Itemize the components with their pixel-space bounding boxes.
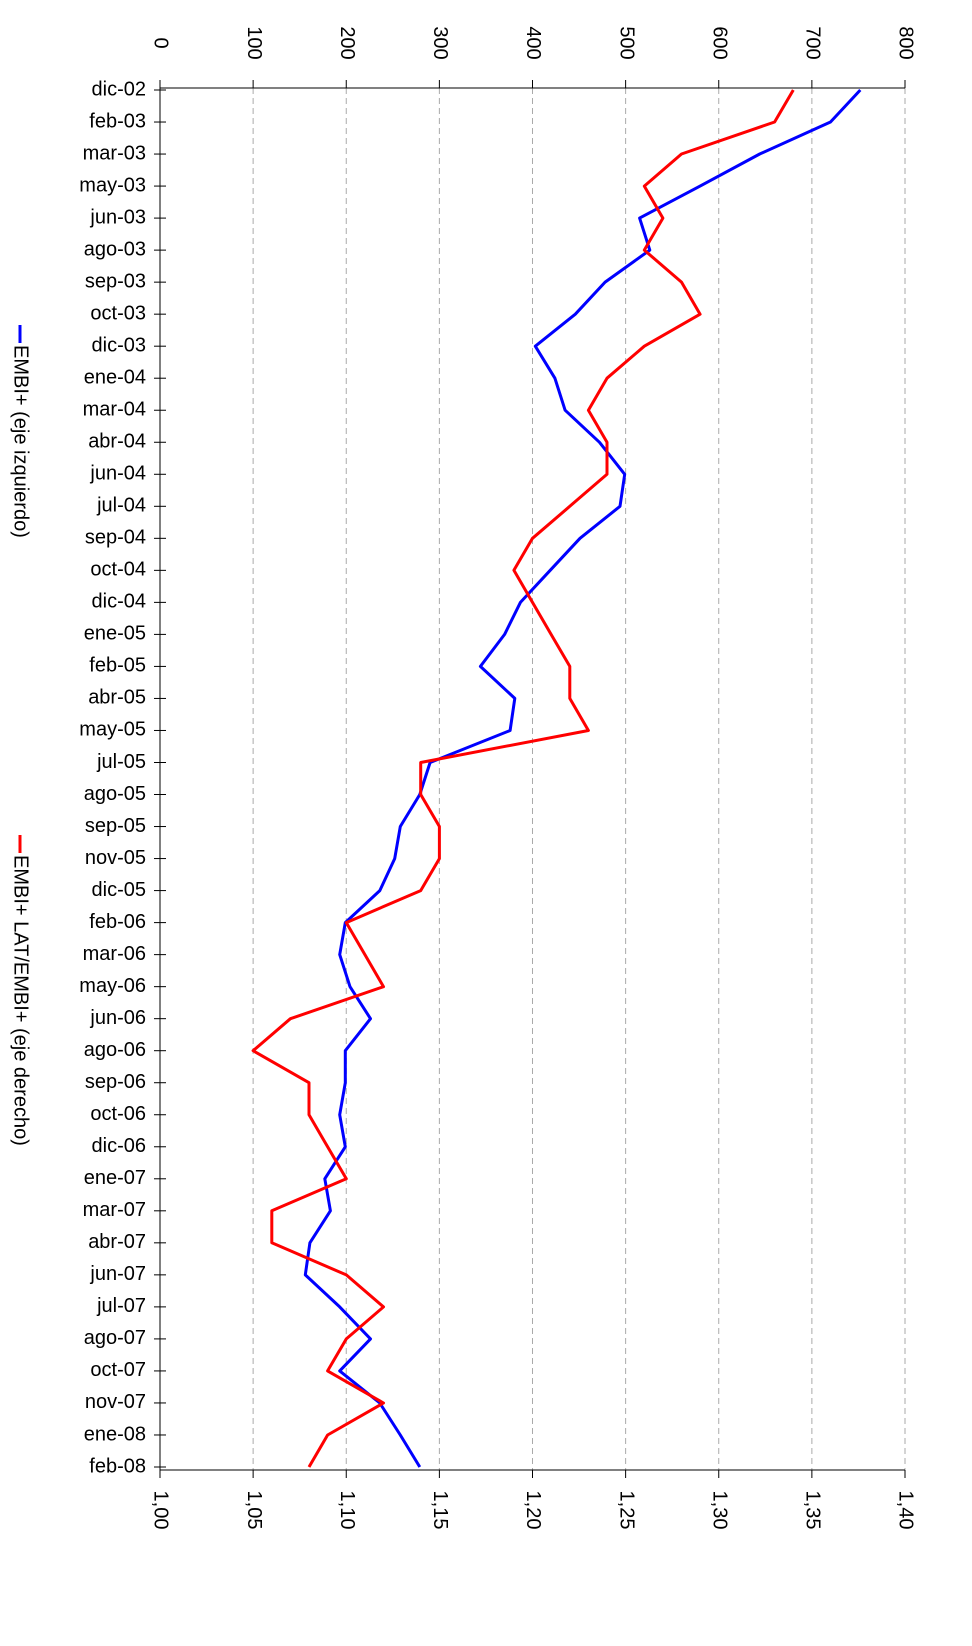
x-tick-label: mar-07 [83, 1199, 146, 1221]
x-tick-label: feb-03 [89, 110, 146, 132]
x-tick-label: ago-05 [84, 783, 146, 805]
x-tick-label: ago-03 [84, 238, 146, 260]
x-tick-label: oct-04 [90, 559, 146, 581]
y2-tick-label: 1,25 [615, 1491, 637, 1530]
x-tick-label: may-03 [79, 174, 146, 196]
x-tick-label: jun-06 [89, 1007, 146, 1029]
legend-label: EMBI+ (eje izquierdo) [10, 345, 32, 538]
x-tick-label: may-05 [79, 719, 146, 741]
x-tick-label: ene-05 [84, 623, 146, 645]
x-tick-label: abr-04 [88, 431, 146, 453]
x-tick-label: dic-04 [92, 591, 146, 613]
x-tick-label: ago-06 [84, 1039, 146, 1061]
y-tick-label: 300 [429, 26, 451, 59]
x-tick-label: abr-05 [88, 687, 146, 709]
y2-tick-label: 1,40 [895, 1491, 917, 1530]
x-tick-label: feb-08 [89, 1455, 146, 1477]
y-tick-label: 0 [150, 37, 172, 48]
x-tick-label: sep-05 [85, 815, 146, 837]
x-tick-label: jul-05 [96, 751, 146, 773]
x-tick-label: jul-04 [96, 495, 146, 517]
series-line [303, 88, 862, 1468]
x-tick-label: dic-02 [92, 78, 146, 100]
y2-tick-label: 1,15 [429, 1491, 451, 1530]
y-tick-label: 400 [522, 26, 544, 59]
x-tick-label: oct-07 [90, 1359, 146, 1381]
x-tick-label: jun-07 [89, 1263, 146, 1285]
x-tick-label: mar-04 [83, 399, 146, 421]
x-tick-label: dic-06 [92, 1135, 146, 1157]
y-tick-label: 500 [615, 26, 637, 59]
series-line [251, 89, 795, 1468]
y-tick-label: 200 [336, 26, 358, 59]
legend-label: EMBI+ LAT/EMBI+ (eje derecho) [10, 855, 32, 1146]
y-tick-label: 800 [895, 26, 917, 59]
x-tick-label: oct-03 [90, 302, 146, 324]
y-tick-label: 600 [708, 26, 730, 59]
y-tick-label: 100 [243, 26, 265, 59]
x-tick-label: ene-08 [84, 1423, 146, 1445]
y2-tick-label: 1,05 [243, 1491, 265, 1530]
x-tick-label: sep-03 [85, 270, 146, 292]
y2-tick-label: 1,20 [522, 1491, 544, 1530]
x-tick-label: nov-07 [85, 1391, 146, 1413]
x-tick-label: mar-06 [83, 943, 146, 965]
y-tick-label: 700 [802, 26, 824, 59]
x-tick-label: jun-03 [89, 206, 146, 228]
x-tick-label: oct-06 [90, 1103, 146, 1125]
x-tick-label: nov-05 [85, 847, 146, 869]
x-tick-label: feb-06 [89, 911, 146, 933]
x-tick-label: dic-03 [92, 334, 146, 356]
x-tick-label: ene-07 [84, 1167, 146, 1189]
x-tick-label: ene-04 [84, 366, 146, 388]
x-tick-label: abr-07 [88, 1231, 146, 1253]
y2-tick-label: 1,10 [336, 1491, 358, 1530]
x-tick-label: feb-05 [89, 655, 146, 677]
x-tick-label: jun-04 [89, 463, 146, 485]
y2-tick-label: 1,00 [150, 1491, 172, 1530]
x-tick-label: jul-07 [96, 1295, 146, 1317]
x-tick-label: sep-06 [85, 1071, 146, 1093]
x-tick-label: sep-04 [85, 527, 146, 549]
y2-tick-label: 1,35 [802, 1491, 824, 1530]
x-tick-label: mar-03 [83, 142, 146, 164]
x-tick-label: dic-05 [92, 879, 146, 901]
x-tick-label: ago-07 [84, 1327, 146, 1349]
x-tick-label: may-06 [79, 975, 146, 997]
y2-tick-label: 1,30 [708, 1491, 730, 1530]
